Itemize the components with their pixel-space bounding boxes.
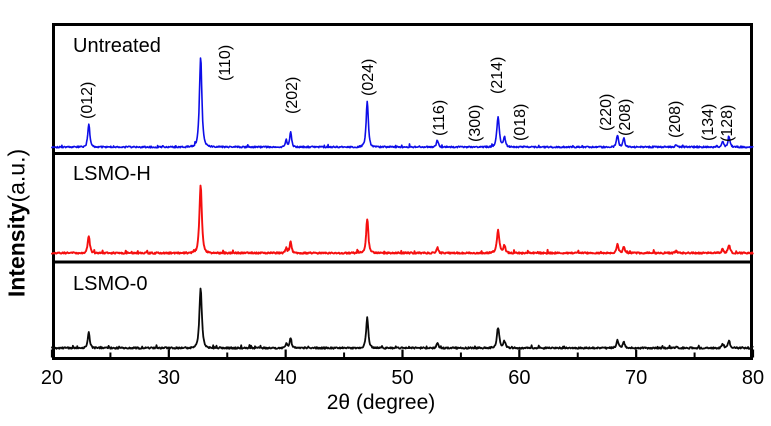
- x-tick-label: 40: [274, 367, 297, 389]
- peak-label-214: (214): [489, 56, 507, 94]
- peak-label-128: (128): [719, 104, 737, 142]
- peak-label-110: (110): [217, 44, 235, 81]
- panel-label-untreated: Untreated: [73, 35, 161, 57]
- trace-lsmo-h: [51, 184, 754, 255]
- x-tick-label: 30: [157, 367, 180, 389]
- peak-label-134: (134): [699, 103, 717, 141]
- peak-label-202: (202): [283, 76, 301, 114]
- peak-label-220: (220): [597, 93, 615, 131]
- x-tick-label: 70: [625, 367, 648, 389]
- peak-label-018: (018): [511, 103, 529, 141]
- peak-label-116: (116): [430, 99, 448, 136]
- x-axis-title: 2θ (degree): [326, 391, 436, 414]
- peak-label-208: (208): [666, 100, 684, 138]
- peak-label-024: (024): [359, 58, 377, 96]
- x-tick-label: 60: [508, 367, 531, 389]
- trace-untreated: [51, 57, 754, 149]
- panel-label-lsmo-0: LSMO-0: [73, 273, 148, 295]
- peak-label-208: (208): [616, 98, 634, 136]
- y-axis-title-units: (a.u.): [3, 148, 30, 203]
- plot-frame: [52, 23, 753, 360]
- panel-label-lsmo-h: LSMO-H: [73, 163, 151, 185]
- y-axis-title-text: Intensity: [3, 202, 30, 298]
- x-tick-label: 80: [741, 367, 765, 389]
- peak-label-012: (012): [79, 81, 97, 119]
- trace-lsmo-0: [51, 287, 754, 350]
- x-tick-label: 20: [40, 367, 64, 389]
- x-tick-label: 50: [391, 367, 414, 389]
- y-axis-title: Intensity(a.u.): [4, 149, 31, 297]
- peak-label-300: (300): [467, 104, 485, 142]
